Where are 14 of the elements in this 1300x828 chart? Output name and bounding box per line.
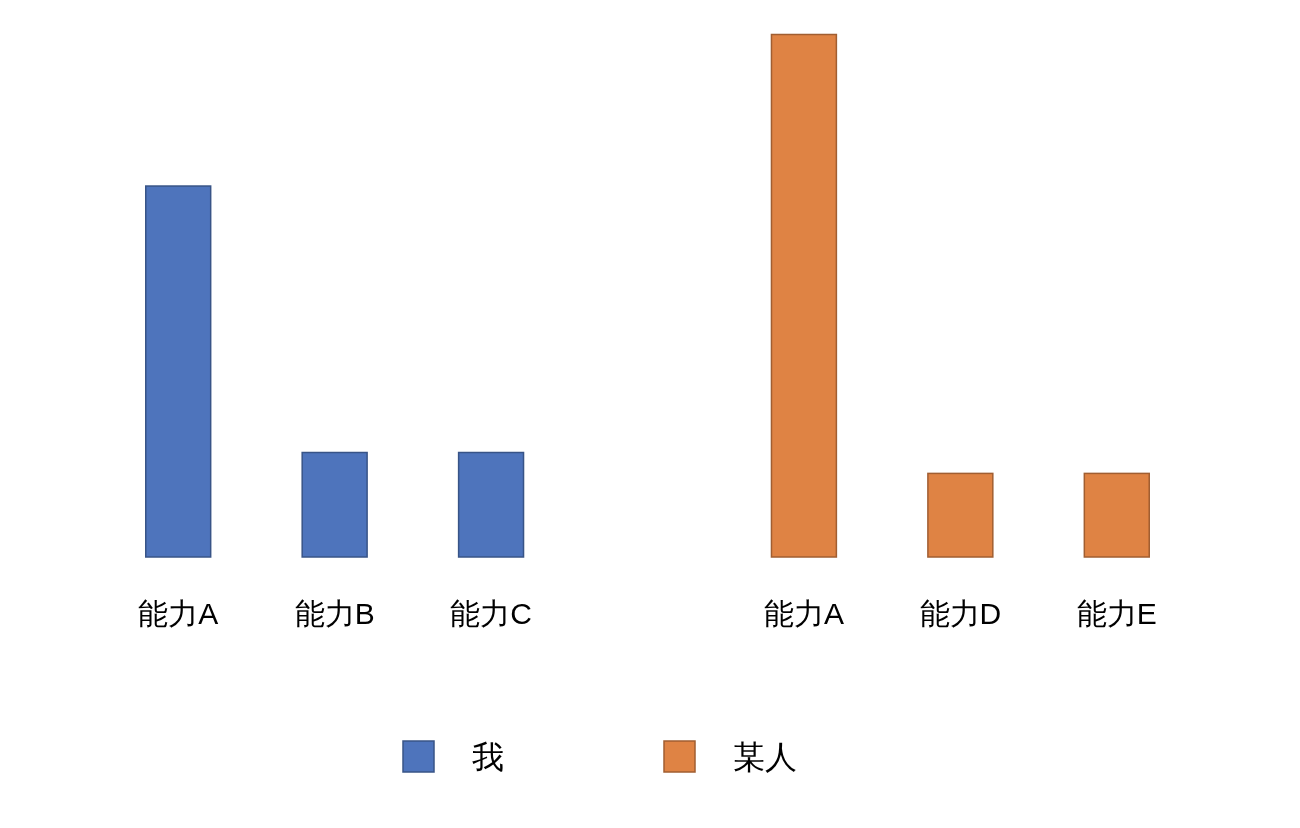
x-tick-label: 能力C bbox=[450, 597, 532, 630]
legend-label: 某人 bbox=[733, 739, 797, 775]
bar bbox=[927, 472, 994, 558]
x-tick-label: 能力E bbox=[1076, 597, 1157, 630]
x-tick-label: 能力A bbox=[763, 597, 844, 630]
bar bbox=[770, 33, 838, 558]
bar bbox=[145, 185, 212, 558]
bar bbox=[1083, 472, 1150, 558]
bar bbox=[301, 451, 368, 558]
x-tick-label: 能力A bbox=[138, 597, 219, 630]
bar bbox=[457, 451, 525, 558]
x-tick-label: 能力B bbox=[294, 597, 375, 630]
legend-label: 我 bbox=[472, 739, 504, 775]
x-tick-label: 能力D bbox=[919, 597, 1002, 630]
